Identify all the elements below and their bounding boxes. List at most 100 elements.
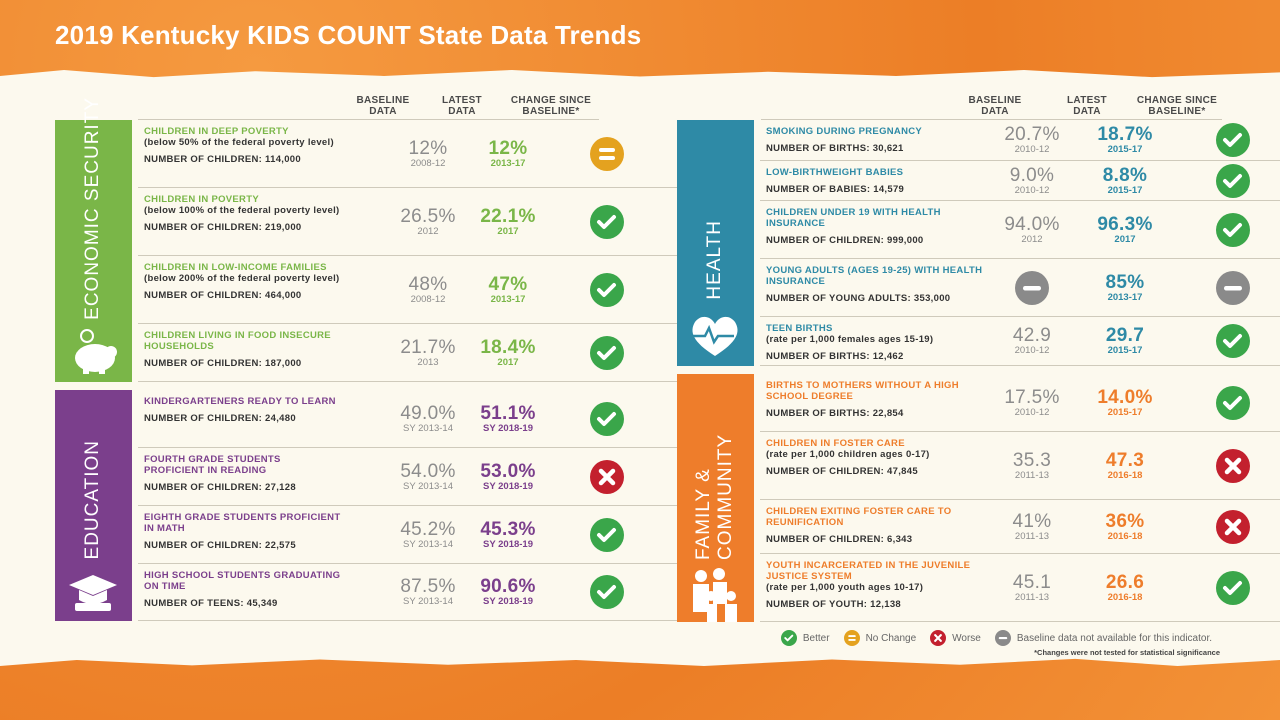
baseline-value: 87.5% SY 2013-14	[383, 577, 473, 607]
baseline-year: 2013	[417, 356, 439, 368]
x-circle-icon	[1216, 448, 1250, 483]
baseline-number: 54.0%	[400, 460, 456, 482]
legend-label: Baseline data not available for this ind…	[1016, 632, 1212, 644]
indicator-row: CHILDREN IN FOSTER CARE (rate per 1,000 …	[760, 432, 1280, 500]
latest-number: 96.3%	[1097, 213, 1153, 235]
latest-value: 36% 2016-18	[1080, 512, 1170, 542]
check-circle-icon	[1216, 324, 1250, 358]
baseline-year: 2012	[1021, 233, 1043, 245]
baseline-year: 2010-12	[1014, 184, 1050, 196]
legend: Better No Change Worse Baseline data not av…	[780, 630, 1220, 646]
legend-check-circle-icon	[780, 630, 797, 646]
indicator-row: CHILDREN LIVING IN FOOD INSECURE HOUSEHO…	[138, 324, 682, 382]
indicator-row: CHILDREN IN LOW-INCOME FAMILIES (below 2…	[138, 256, 682, 324]
baseline-year: SY 2013-14	[402, 538, 453, 550]
baseline-year: 2011-13	[1014, 469, 1050, 481]
indicator-row: FOURTH GRADE STUDENTS PROFICIENT IN READ…	[138, 448, 682, 506]
latest-value: 18.7% 2015-17	[1080, 125, 1170, 155]
baseline-number: 17.5%	[1004, 386, 1060, 408]
latest-value: 14.0% 2015-17	[1080, 388, 1170, 418]
graduation-cap-icon	[65, 565, 121, 615]
indicator-subtitle: (rate per 1,000 youth ages 10-17)	[766, 582, 924, 593]
check-circle-icon	[1216, 212, 1250, 247]
indicator-count: NUMBER OF BIRTHS: 12,462	[766, 351, 904, 362]
baseline-year: SY 2013-14	[402, 422, 453, 434]
section-bar-economic: ECONOMIC SECURITY	[55, 97, 132, 382]
latest-value: 12% 2013-17	[463, 139, 553, 169]
header-latest-left: LATEST DATA	[442, 95, 482, 117]
latest-year: SY 2018-19	[482, 480, 533, 492]
indicator-title: KINDERGARTENERS READY TO LEARN	[144, 396, 336, 407]
latest-year: SY 2018-19	[482, 596, 533, 607]
indicator-title: CHILDREN IN POVERTY	[144, 194, 259, 205]
indicator-label: CHILDREN IN DEEP POVERTY (below 50% of t…	[144, 126, 344, 165]
baseline-year: 2011-13	[1014, 530, 1050, 542]
indicator-count: NUMBER OF CHILDREN: 114,000	[144, 154, 301, 165]
check-circle-icon	[590, 335, 624, 370]
indicator-row: CHILDREN IN DEEP POVERTY (below 50% of t…	[138, 120, 682, 188]
latest-year: 2017	[497, 356, 519, 368]
latest-year: 2016-18	[1107, 469, 1143, 481]
baseline-value: 42.9 2010-12	[987, 326, 1077, 356]
x-circle-icon	[1216, 509, 1250, 544]
legend-label: No Change	[865, 632, 917, 644]
latest-number: 12%	[488, 137, 528, 159]
baseline-value: 17.5% 2010-12	[987, 388, 1077, 418]
latest-number: 45.3%	[480, 518, 536, 540]
latest-number: 47.3	[1105, 449, 1145, 471]
latest-value: 8.8% 2015-17	[1080, 166, 1170, 196]
header-divider-right	[761, 119, 1222, 120]
footnote: *Changes were not tested for statistical…	[1034, 648, 1220, 657]
baseline-year: SY 2013-14	[402, 480, 453, 492]
indicator-row: CHILDREN UNDER 19 WITH HEALTH INSURANCE …	[760, 201, 1280, 259]
baseline-value: 45.1 2011-13	[987, 573, 1077, 603]
baseline-value: 94.0% 2012	[987, 215, 1077, 245]
section-title: EDUCATION	[82, 439, 103, 559]
indicator-title: YOUTH INCARCERATED IN THE JUVENILE JUSTI…	[766, 560, 971, 582]
baseline-value: 41% 2011-13	[987, 512, 1077, 542]
latest-value: 85% 2013-17	[1080, 273, 1170, 303]
baseline-year: 2008-12	[410, 293, 446, 305]
indicator-title: CHILDREN IN FOSTER CARE	[766, 438, 905, 449]
indicator-title: TEEN BIRTHS	[766, 323, 833, 334]
indicator-title: SMOKING DURING PREGNANCY	[766, 126, 923, 137]
check-circle-icon	[1216, 385, 1250, 420]
latest-value: 96.3% 2017	[1080, 215, 1170, 245]
latest-year: 2017	[1114, 233, 1136, 245]
indicator-label: CHILDREN EXITING FOSTER CARE TO REUNIFIC…	[766, 506, 996, 545]
indicator-subtitle: (below 100% of the federal poverty level…	[144, 205, 340, 216]
indicator-count: NUMBER OF YOUTH: 12,138	[766, 599, 902, 610]
baseline-value: 26.5% 2012	[383, 207, 473, 237]
latest-value: 53.0% SY 2018-19	[463, 462, 553, 492]
baseline-number: 48%	[408, 273, 448, 295]
indicator-label: CHILDREN IN POVERTY (below 100% of the f…	[144, 194, 344, 233]
indicator-count: NUMBER OF BABIES: 14,579	[766, 184, 905, 195]
latest-number: 14.0%	[1097, 386, 1153, 408]
check-circle-icon	[1216, 123, 1250, 157]
content-card	[0, 70, 1280, 666]
baseline-number: 20.7%	[1004, 124, 1060, 145]
baseline-number: 21.7%	[400, 336, 456, 358]
indicator-row: HIGH SCHOOL STUDENTS GRADUATING ON TIME …	[138, 564, 682, 621]
latest-number: 36%	[1105, 510, 1145, 532]
section-bar-family: FAMILY & COMMUNITY	[677, 374, 754, 622]
indicator-title: BIRTHS TO MOTHERS WITHOUT A HIGH SCHOOL …	[766, 380, 959, 402]
baseline-value: 49.0% SY 2013-14	[383, 404, 473, 434]
indicator-row: SMOKING DURING PREGNANCY NUMBER OF BIRTH…	[760, 120, 1280, 161]
baseline-number: 12%	[408, 137, 448, 159]
baseline-number: 26.5%	[400, 205, 456, 227]
check-circle-icon	[590, 517, 624, 552]
baseline-number: 35.3	[1012, 449, 1052, 471]
latest-year: 2013-17	[490, 293, 526, 305]
section-title: FAMILY & COMMUNITY	[693, 433, 736, 560]
equals-circle-icon	[590, 136, 624, 171]
baseline-value: 20.7% 2010-12	[987, 125, 1077, 155]
header-latest-right: LATEST DATA	[1067, 95, 1107, 117]
indicator-subtitle: (below 200% of the federal poverty level…	[144, 273, 340, 284]
section-bar-education: EDUCATION	[55, 390, 132, 621]
legend-label: Better	[802, 632, 830, 644]
legend-label: Worse	[952, 632, 981, 644]
latest-year: 2015-17	[1107, 144, 1143, 155]
indicator-count: NUMBER OF CHILDREN: 47,845	[766, 466, 918, 477]
latest-number: 53.0%	[480, 460, 536, 482]
